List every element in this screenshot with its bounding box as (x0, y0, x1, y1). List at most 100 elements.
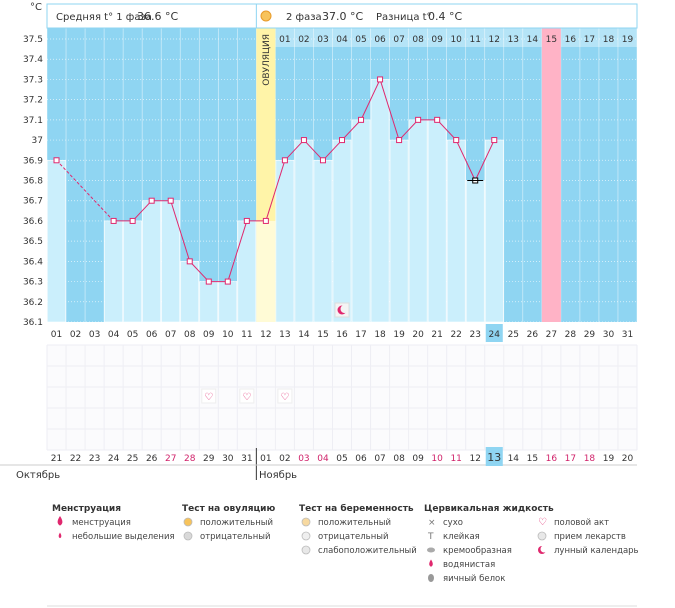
temperature-point (491, 137, 498, 144)
legend-pregnancy-weak: слабоположительный (318, 546, 417, 556)
legend-pregnancy-negative: отрицательный (318, 532, 388, 542)
temperature-line-segment (56, 159, 114, 222)
temperature-bar (180, 261, 200, 323)
legend-intercourse: половой акт (554, 518, 609, 528)
date-label: 19 (603, 454, 615, 464)
plot-area: ОВУЛЯЦИЯ 01 02 03 04 05 06 07 08 09 10 11 12 13 14 15 16… (46, 28, 638, 323)
date-label: 11 (450, 454, 461, 464)
heart-icon: ♡ (280, 392, 289, 403)
phase2-day-number: 08 (412, 35, 424, 45)
cycle-day-label: 24 (489, 330, 501, 340)
heart-icon: ♡ (538, 517, 547, 528)
temperature-line-segment (322, 139, 343, 161)
cycle-day-label: 05 (127, 330, 138, 340)
date-label: 21 (51, 454, 62, 464)
date-label: 10 (431, 454, 443, 464)
cycle-day-label: 08 (184, 330, 196, 340)
phase2-day-number: 06 (374, 35, 386, 45)
current-day-highlight (485, 324, 503, 342)
phase1-value: 36.6 °C (137, 10, 178, 23)
legend-pregnancy-title: Тест на беременность (299, 503, 414, 514)
temperature-bar (408, 119, 428, 323)
temperature-bar (370, 79, 390, 323)
temperature-line-segment (455, 139, 476, 181)
intercourse-bg (277, 388, 293, 404)
temperature-bar (465, 180, 485, 323)
legend-cervical-creamy: кремообразная (443, 546, 512, 556)
cycle-day-label: 12 (260, 330, 271, 340)
legend-cervical-dry: сухо (443, 518, 463, 528)
temperature-line-segment (341, 119, 362, 141)
y-tick-label: 37.5 (23, 35, 43, 45)
intercourse-icon: ♡ (201, 388, 217, 404)
cycle-day-label: 16 (336, 330, 348, 340)
y-unit-label: °C (30, 2, 42, 13)
circle-icon (301, 531, 311, 541)
phase2-day-number: 17 (584, 35, 595, 45)
temperature-point (53, 157, 60, 164)
cycle-day-label: 11 (241, 330, 252, 340)
phase2-value: 37.0 °C (322, 10, 363, 23)
temperature-line-segment (398, 119, 419, 141)
temperature-point (148, 197, 155, 204)
phase2-day-number: 14 (527, 35, 539, 45)
lunar-moon-cut (340, 305, 349, 313)
phase2-day-number: 18 (603, 35, 615, 45)
legend-menstruation-title: Менструация (52, 504, 121, 514)
temperature-line-segment (474, 139, 495, 181)
date-label: 01 (260, 454, 271, 464)
y-tick-label: 37 (32, 136, 43, 146)
temperature-point (129, 217, 136, 224)
cross-icon: × (428, 518, 436, 528)
date-label: 02 (279, 454, 290, 464)
temperature-bar (427, 119, 447, 323)
legend-cervical-dry-row: × сухо (428, 518, 463, 528)
temperature-bar (313, 159, 333, 323)
legend-ovulation-positive-row: положительный (183, 517, 273, 528)
cycle-day-label: 28 (565, 330, 577, 340)
eggwhite-icon (428, 574, 434, 582)
phase2-day-number: 02 (298, 35, 309, 45)
temperature-bar (123, 220, 142, 323)
temperature-point (319, 157, 326, 164)
legend-cervical-watery-row: водянистая (429, 559, 495, 570)
lunar-calendar-icon (334, 302, 350, 318)
temperature-point (396, 137, 403, 144)
date-label: 12 (469, 454, 480, 464)
date-label: 09 (412, 454, 424, 464)
cycle-day-label: 10 (222, 330, 234, 340)
temperature-point (110, 217, 117, 224)
legend-lunar: лунный календарь (554, 546, 639, 556)
temperature-point (281, 157, 288, 164)
y-tick-label: 37.1 (23, 116, 43, 126)
legend-cervical-eggwhite-row: яичный белок (428, 574, 505, 584)
temperature-bar (446, 139, 466, 323)
month-right-label: Ноябрь (259, 470, 297, 481)
temperature-point (186, 258, 193, 265)
phase1-label: Средняя t° 1 фаза (56, 12, 152, 23)
temperature-point (358, 116, 365, 123)
temperature-bar (484, 139, 504, 323)
phase2-day-number: 05 (355, 35, 366, 45)
temperature-bar (275, 159, 295, 323)
phase2-day-number: 19 (622, 35, 634, 45)
legend-ovulation-title: Тест на овуляцию (182, 504, 275, 514)
cycle-day-label: 31 (622, 330, 633, 340)
highlight-day-column (541, 28, 561, 322)
date-label: 24 (108, 454, 120, 464)
temperature-line-segment (360, 79, 381, 121)
legend-pregnancy-positive: положительный (318, 518, 391, 528)
legend-pregnancy-positive-row: положительный (301, 517, 391, 528)
cycle-day-label: 01 (51, 330, 62, 340)
diff-label: Разница t° (376, 12, 432, 23)
date-label: 18 (584, 454, 596, 464)
legend-menstruation: менструация (72, 518, 131, 528)
cycle-day-label: 25 (508, 330, 519, 340)
legend-cervical-eggwhite: яичный белок (443, 574, 505, 584)
legend-spotting-row: небольшие выделения (58, 532, 175, 542)
y-tick-label: 36.9 (23, 156, 43, 166)
cycle-day-label: 04 (108, 330, 120, 340)
date-label: 15 (527, 454, 538, 464)
temperature-line-segment (436, 119, 457, 141)
y-tick-label: 36.2 (23, 298, 43, 308)
